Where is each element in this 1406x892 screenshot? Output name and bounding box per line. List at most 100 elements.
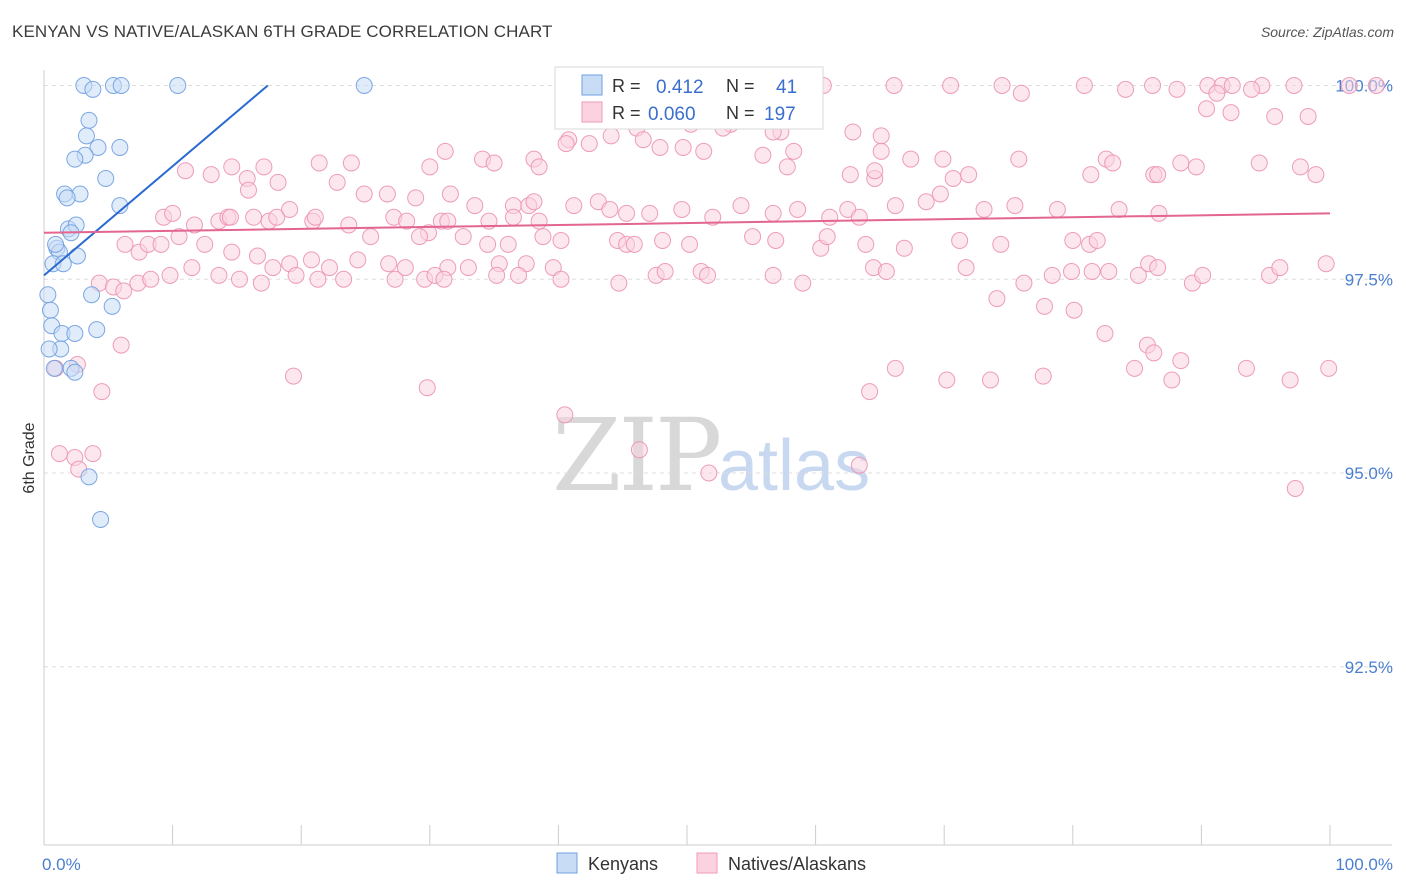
data-point <box>841 166 859 184</box>
data-point <box>992 235 1010 253</box>
data-point <box>1145 344 1163 362</box>
data-point <box>1367 77 1385 94</box>
data-point <box>764 266 782 284</box>
data-point <box>378 185 396 203</box>
data-point <box>1172 352 1190 370</box>
data-point <box>328 173 346 191</box>
data-point <box>861 383 879 401</box>
data-point <box>1198 100 1216 118</box>
data-point <box>552 232 570 249</box>
data-point <box>50 445 68 463</box>
data-point <box>454 228 472 246</box>
data-point <box>176 162 194 180</box>
data-point <box>335 270 353 288</box>
natives-alaskans-points <box>47 77 1385 497</box>
data-point <box>525 193 543 211</box>
data-point <box>386 270 404 288</box>
data-point <box>767 232 785 249</box>
kenyans-n-label: N = <box>726 76 755 96</box>
data-point <box>1088 232 1106 249</box>
x-tick-labels: 0.0% 100.0% <box>42 855 1393 874</box>
data-point <box>221 208 239 226</box>
data-point <box>850 456 868 474</box>
data-point <box>993 77 1011 94</box>
data-point <box>1250 154 1268 172</box>
data-point <box>252 274 270 292</box>
data-point <box>1117 80 1135 98</box>
data-point <box>169 77 187 94</box>
data-point <box>1281 371 1299 389</box>
data-point <box>161 266 179 284</box>
data-point <box>398 212 416 230</box>
data-point <box>92 511 110 528</box>
data-point <box>656 263 674 280</box>
data-point <box>396 259 414 277</box>
data-point <box>895 239 913 257</box>
data-point <box>1144 77 1162 94</box>
natives-trend-line <box>43 212 1331 234</box>
data-point <box>1110 201 1128 218</box>
data-point <box>84 80 102 98</box>
data-point <box>45 359 63 377</box>
data-point <box>1223 77 1241 94</box>
data-point <box>185 216 203 234</box>
data-point <box>510 266 528 284</box>
data-point <box>850 208 868 226</box>
data-point <box>421 158 439 176</box>
trend-lines <box>43 84 1331 277</box>
x-ticks <box>172 825 1331 845</box>
watermark-atlas: atlas <box>718 426 870 506</box>
data-point <box>1126 359 1144 377</box>
data-point <box>1266 108 1284 125</box>
data-point <box>957 259 975 277</box>
data-point <box>1286 480 1304 497</box>
data-point <box>68 247 86 265</box>
data-point <box>556 406 574 424</box>
data-point <box>1036 297 1054 315</box>
data-point <box>565 197 583 215</box>
data-point <box>764 204 782 222</box>
data-point <box>580 135 598 153</box>
data-point <box>164 204 182 222</box>
data-point <box>264 259 282 277</box>
data-point <box>435 270 453 288</box>
natives-r-label: R = <box>612 103 641 123</box>
data-point <box>1043 266 1061 284</box>
x-tick-label: 100.0% <box>1335 855 1393 874</box>
data-point <box>951 232 969 249</box>
data-point <box>1271 259 1289 277</box>
data-point <box>673 201 691 218</box>
data-point <box>902 150 920 168</box>
data-point <box>818 228 836 246</box>
data-point <box>239 181 257 199</box>
data-point <box>116 235 134 253</box>
kenyans-points <box>39 77 373 528</box>
data-point <box>93 383 111 401</box>
data-point <box>88 321 106 339</box>
data-point <box>223 158 241 176</box>
kenyans-r-value: 0.412 <box>656 77 704 98</box>
data-point <box>1096 325 1114 342</box>
data-point <box>975 201 993 218</box>
data-point <box>380 255 398 273</box>
data-point <box>196 235 214 253</box>
data-point <box>1063 263 1081 280</box>
data-point <box>1149 166 1167 184</box>
data-point <box>41 301 59 319</box>
data-point <box>111 197 129 215</box>
data-point <box>960 166 978 184</box>
data-point <box>625 235 643 253</box>
data-point <box>407 189 425 207</box>
data-point <box>744 228 762 246</box>
data-point <box>499 235 517 253</box>
data-point <box>1048 201 1066 218</box>
data-point <box>1064 232 1082 249</box>
data-point <box>917 193 935 211</box>
x-tick-label: 0.0% <box>42 855 81 874</box>
data-point <box>54 255 72 273</box>
data-point <box>699 266 717 284</box>
data-point <box>1015 274 1033 292</box>
data-point <box>552 270 570 288</box>
series-legend: Kenyans Natives/Alaskans <box>556 852 866 874</box>
data-point <box>1006 197 1024 215</box>
